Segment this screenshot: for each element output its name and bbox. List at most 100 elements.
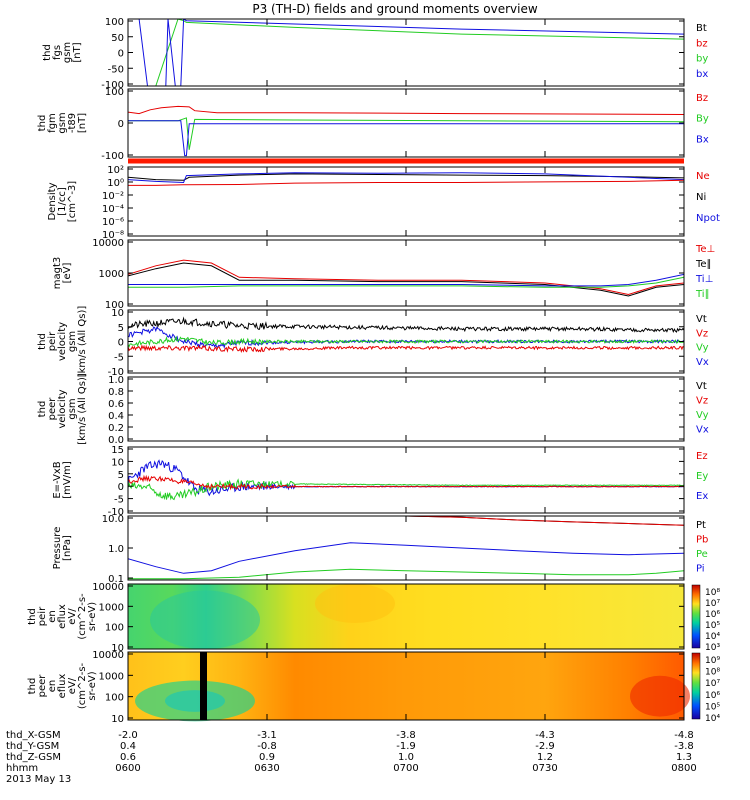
xaxis-value: 0.9	[259, 752, 275, 763]
series-line-Pe	[128, 568, 684, 580]
ylabel-line: peir	[37, 606, 48, 626]
ylabel-line: en	[47, 610, 58, 623]
series-line-Te∥	[128, 262, 684, 297]
xaxis-value: -3.8	[674, 741, 694, 752]
panel-peer_velocity: thd peer velocity gsm [km/s (All Qs)] 1.00.80…	[37, 373, 709, 446]
panel-peir_spec: thd peir en eflux eV/(cm^2-s-sr-eV) 10⁸10⁷10⁶…	[27, 582, 720, 654]
legend-entry: Bz	[696, 93, 708, 104]
colorbar-tick-label: 10⁸	[705, 668, 720, 678]
legend-entry: Ni	[696, 192, 706, 203]
panel-ylabel: thd fgs gsm [nT]	[42, 42, 83, 63]
panel-frame	[127, 239, 685, 307]
ylabel-line: [nPa]	[62, 535, 73, 561]
ytick-label: 100	[105, 693, 124, 704]
ylabel-line: sr-eV)	[87, 671, 98, 700]
legend-entry: Ez	[696, 451, 708, 462]
ylabel-line: peer	[37, 674, 48, 698]
ytick-label: 10	[111, 643, 124, 654]
xaxis-value: -2.9	[535, 741, 555, 752]
legend-entry: Bx	[696, 134, 709, 145]
colorbar-tick-label: 10⁵	[705, 702, 720, 712]
ylabel-line: [eV]	[62, 263, 73, 284]
ytick-label: 0.0	[108, 435, 124, 446]
ylabel-line: peer	[47, 397, 58, 421]
xaxis-value: 0600	[115, 763, 140, 774]
ytick-label: 0	[118, 482, 124, 493]
legend-entry: bx	[696, 69, 708, 80]
xaxis-value: -1.9	[396, 741, 416, 752]
colorbar-tick-label: 10⁹	[705, 656, 720, 666]
series-line-Ne	[128, 179, 684, 186]
series-group	[128, 516, 684, 580]
ytick-label: -100	[101, 80, 124, 91]
ytick-label: 10000	[92, 238, 124, 249]
colorbar-tick-label: 10⁴	[705, 714, 720, 724]
colorbar-tick-label: 10⁶	[705, 610, 720, 620]
xaxis-row-label: hhmm	[6, 763, 38, 774]
ytick-label: 10²	[107, 165, 124, 176]
panel-density: Density [1/cc] [cm^-3] 10² 10⁰ 10⁻² 10⁻⁴ 10⁻⁶ 10…	[47, 158, 720, 241]
ytick-label: 15	[111, 445, 124, 456]
ytick-label: 1000	[99, 602, 124, 613]
ytick-label: 10⁻⁶	[102, 217, 124, 228]
ytick-label: -50	[108, 64, 124, 75]
panel-ylabel: thd peer en eflux eV/(cm^2-s-sr-eV)	[27, 662, 98, 709]
data-gap-bar	[200, 652, 207, 720]
ylabel-line: Pressure	[52, 527, 63, 570]
series-group	[128, 459, 684, 501]
ytick-label: 1.0	[108, 544, 124, 555]
legend-entry: Ne	[696, 171, 710, 182]
spectrogram-feature	[315, 584, 395, 623]
colorbar-tick-label: 10⁶	[705, 691, 720, 701]
ylabel-line: eflux	[57, 604, 68, 629]
ytick-label: 0	[118, 49, 124, 60]
legend-entry: Vz	[696, 328, 708, 339]
ylabel-line: thd	[27, 608, 38, 625]
legend-entry: Ti∥	[695, 289, 710, 300]
ylabel-line: gsm	[67, 331, 78, 352]
ytick-label: 10⁻⁴	[102, 204, 124, 215]
ytick-label: -100	[101, 151, 124, 162]
ytick-label: 0	[118, 338, 124, 349]
series-line-Vz	[128, 344, 684, 353]
series-group	[128, 316, 684, 353]
panel-frame	[127, 88, 685, 158]
panel-frame	[127, 18, 685, 87]
series-line-Ni	[128, 173, 684, 181]
ytick-label: 100	[105, 87, 124, 98]
ylabel-line: (cm^2-s-	[77, 593, 88, 640]
ytick-label: 10	[111, 308, 124, 319]
spectrogram-feature	[630, 675, 690, 717]
ytick-label: 0.8	[108, 387, 124, 398]
colorbar-tick-label: 10⁷	[705, 599, 720, 609]
colorbar-tick-label: 10⁴	[705, 632, 720, 642]
ylabel-line: [nT]	[77, 113, 88, 133]
series-line-Ez	[128, 474, 684, 491]
ylabel-line: thd	[37, 115, 48, 132]
colorbar	[691, 652, 701, 720]
panel-peir_velocity: thd peir velocity gsm [km/s (All Qs)] 10 5 0 -5 -…	[37, 306, 709, 378]
colorbar-tick-label: 10⁵	[705, 621, 720, 631]
ylabel-line: (cm^2-s-	[77, 662, 88, 709]
ylabel-line: eV/	[67, 608, 78, 625]
ytick-label: -5	[114, 352, 124, 363]
ytick-label: 10	[111, 457, 124, 468]
colorbar	[691, 584, 701, 649]
xaxis-value: -4.3	[535, 730, 555, 741]
ytick-label: 100	[105, 300, 124, 311]
xaxis-value: 0800	[671, 763, 696, 774]
xaxis-value: 1.3	[676, 752, 692, 763]
ylabel-line: gsm	[57, 112, 68, 133]
ytick-label: -10	[108, 367, 124, 378]
legend-entry: by	[696, 54, 708, 65]
xaxis-value: 1.2	[537, 752, 553, 763]
legend-entry: Vx	[696, 425, 709, 436]
xaxis-value: 1.0	[398, 752, 414, 763]
legend-entry: Bt	[696, 23, 707, 34]
series-line-Bz	[128, 105, 684, 115]
ylabel-line: thd	[37, 333, 48, 350]
legend-entry: Vt	[696, 314, 707, 325]
ytick-label: 10⁻²	[102, 191, 124, 202]
ytick-label: 50	[111, 33, 124, 44]
